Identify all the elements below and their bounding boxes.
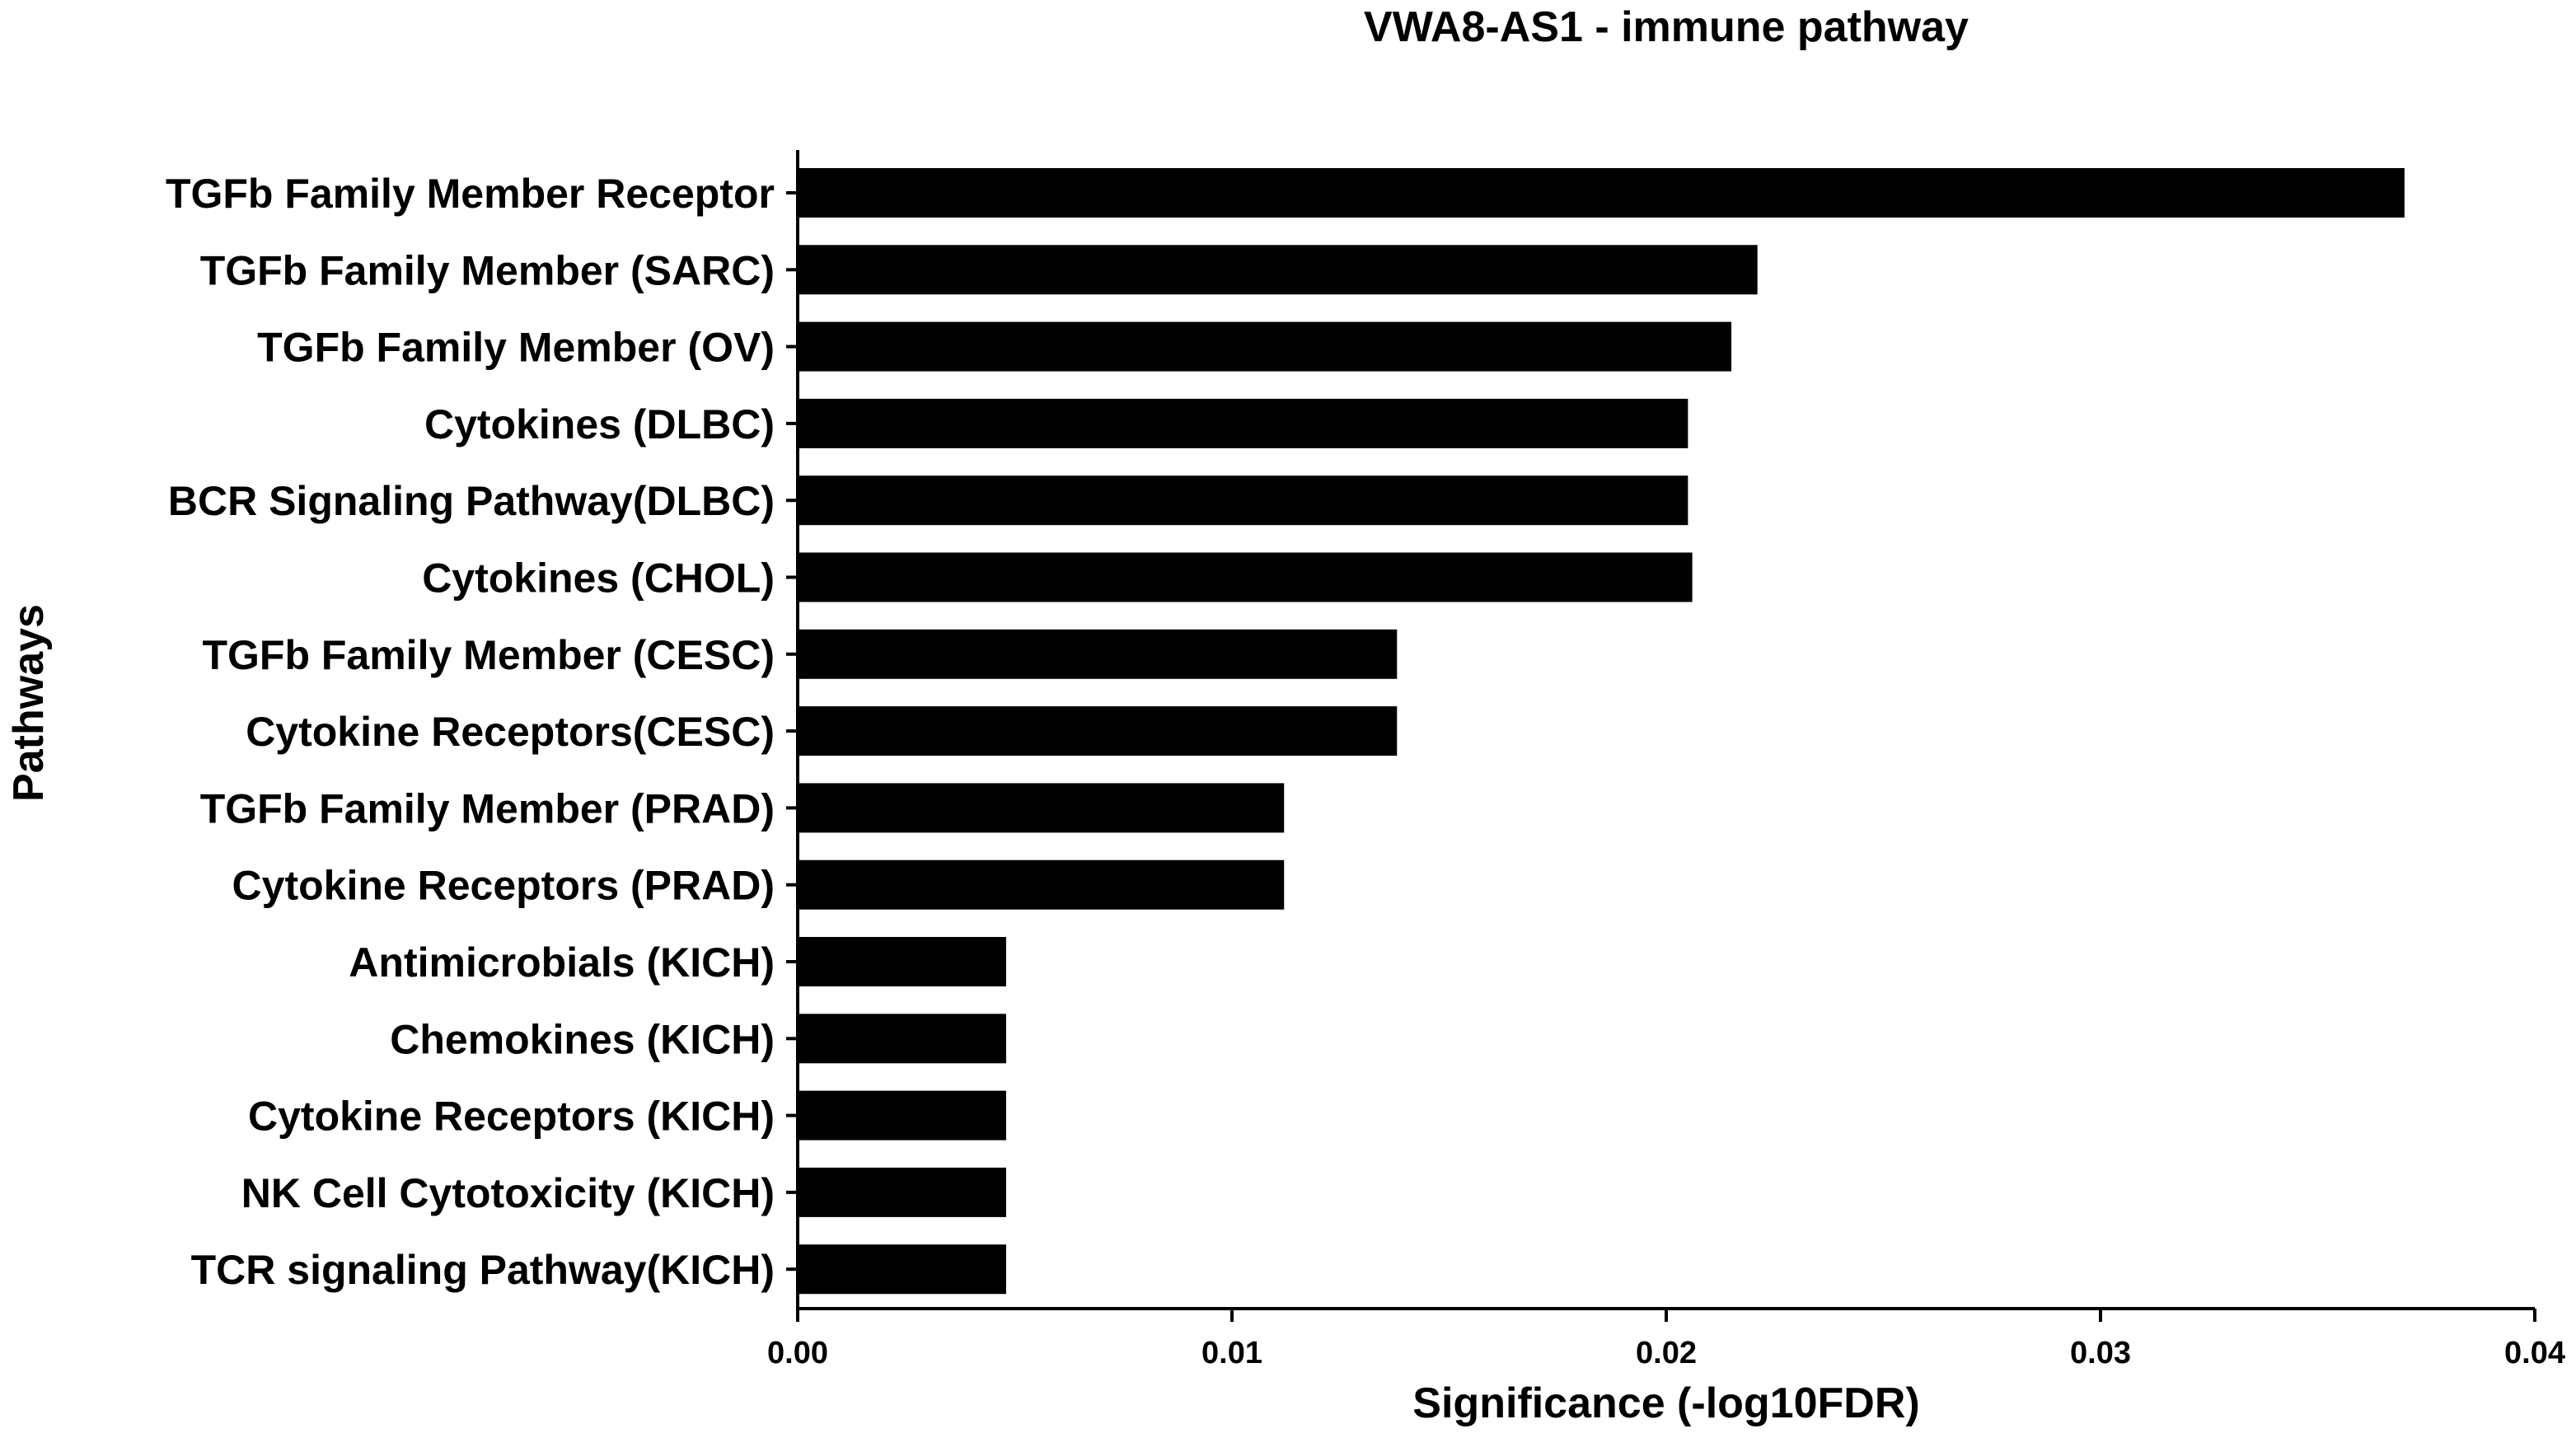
x-tick-label-0: 0.00 — [767, 1336, 828, 1370]
x-axis-ticks: 0.00 0.01 0.02 0.03 0.04 — [767, 1309, 2565, 1370]
bar-10 — [798, 937, 1006, 986]
bar-2 — [798, 321, 1732, 372]
x-tick-label-2: 0.02 — [1636, 1336, 1697, 1370]
category-label-4: BCR Signaling Pathway(DLBC) — [168, 478, 775, 524]
bar-9 — [798, 860, 1285, 910]
category-label-14: TCR signaling Pathway(KICH) — [191, 1247, 775, 1293]
category-label-10: Antimicrobials (KICH) — [349, 939, 775, 986]
bar-14 — [798, 1244, 1006, 1295]
category-label-1: TGFb Family Member (SARC) — [200, 247, 775, 293]
category-label-9: Cytokine Receptors (PRAD) — [232, 863, 775, 909]
category-label-3: Cytokines (DLBC) — [424, 401, 775, 447]
chart-title: VWA8-AS1 - immune pathway — [1364, 3, 1969, 51]
bar-8 — [798, 783, 1285, 833]
bar-11 — [798, 1014, 1006, 1064]
bar-0 — [798, 168, 2405, 218]
category-label-12: Cytokine Receptors (KICH) — [248, 1094, 775, 1140]
bar-1 — [798, 245, 1758, 295]
bar-13 — [798, 1167, 1006, 1217]
x-axis-title: Significance (-log10FDR) — [1412, 1379, 1919, 1427]
y-axis-title: Pathways — [5, 604, 53, 802]
category-label-2: TGFb Family Member (OV) — [257, 325, 775, 371]
category-label-6: TGFb Family Member (CESC) — [202, 632, 775, 678]
category-label-13: NK Cell Cytotoxicity (KICH) — [241, 1170, 775, 1216]
bar-12 — [798, 1090, 1006, 1141]
x-tick-label-4: 0.04 — [2504, 1336, 2565, 1370]
bars-layer — [798, 168, 2405, 1295]
category-label-5: Cytokines (CHOL) — [422, 555, 775, 602]
category-label-11: Chemokines (KICH) — [390, 1016, 775, 1062]
bar-4 — [798, 475, 1688, 526]
bar-5 — [798, 552, 1693, 602]
bar-3 — [798, 398, 1688, 448]
category-label-7: Cytokine Receptors(CESC) — [246, 709, 775, 755]
x-tick-label-3: 0.03 — [2070, 1336, 2131, 1370]
category-label-0: TGFb Family Member Receptor — [166, 171, 775, 217]
bar-7 — [798, 706, 1398, 756]
bar-6 — [798, 629, 1398, 679]
category-labels: TGFb Family Member Receptor TGFb Family M… — [166, 171, 798, 1293]
x-tick-label-1: 0.01 — [1201, 1336, 1262, 1370]
category-label-8: TGFb Family Member (PRAD) — [200, 785, 775, 831]
